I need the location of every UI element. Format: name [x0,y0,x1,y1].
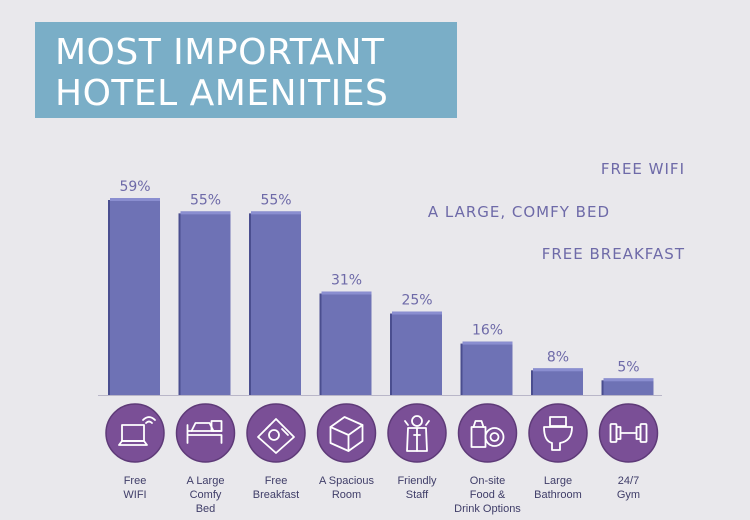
bar-top-6 [533,368,583,372]
category-label-line: Gym [616,489,641,501]
bar-7 [603,378,654,395]
category-label-2: Free Breakfast [234,474,318,502]
bar-side-7 [601,380,605,395]
gym-icon [598,403,659,463]
category-label-line: Drink Options [454,503,521,515]
bar-3 [321,291,372,395]
title-line-1: MOST IMPORTANT [55,32,385,73]
bar-1 [180,211,231,395]
bar-side-0 [108,200,111,395]
category-label-1: A Large Comfy Bed [164,474,248,516]
bar-side-1 [178,213,182,395]
bar-top-4 [392,311,442,315]
bar-side-4 [390,313,393,395]
bar-6 [533,368,583,395]
category-label-line: Large [543,475,573,487]
bar-top-1 [180,211,231,215]
bar-top-2 [251,211,301,215]
category-label-5: On-site Food & Drink Options [446,474,530,516]
category-label-line: On-site [469,475,506,487]
bar-0 [110,198,160,395]
category-label-line: Breakfast [252,489,300,501]
bar-5 [462,341,513,395]
category-label-line: Room [331,489,362,501]
note-free-breakfast: FREE BREAKFAST [541,245,685,263]
category-label-line: 24/7 [617,475,640,487]
category-label-6: Large Bathroom [516,474,600,502]
category-label-line: Friendly [397,475,437,487]
title-line-2: HOTEL AMENITIES [55,73,389,114]
value-label-4: 25% [401,293,432,309]
category-label-4: Friendly Staff [375,474,459,502]
value-label-2: 55% [260,192,291,208]
value-label-3: 31% [331,272,362,288]
bar-top-7 [603,378,654,382]
category-label-line: Staff [405,489,429,501]
bar-top-0 [110,198,160,201]
category-label-7: 24/7 Gym [587,474,671,502]
note-free-wifi: FREE WIFI [600,160,685,178]
bar-top-3 [321,291,372,295]
category-label-line: Food & [469,489,506,501]
category-label-line: A Spacious [318,475,375,487]
bathroom-icon [528,403,588,463]
value-label-6: 8% [547,349,569,365]
note-large-comfy-bed: A LARGE, COMFY BED [427,203,610,221]
category-label-line: Free [264,475,288,487]
category-label-line: Free [123,475,147,487]
value-label-1: 55% [190,192,221,208]
bar-4 [392,311,442,395]
staff-icon [387,403,447,463]
value-label-5: 16% [472,323,503,339]
bed-icon [175,403,236,463]
category-label-0: Free WIFI [93,474,177,502]
food-drink-icon [457,403,518,463]
value-label-7: 5% [617,359,639,375]
bar-side-6 [531,370,534,395]
category-label-line: A Large [186,475,225,487]
breakfast-icon [246,403,306,463]
title-banner: MOST IMPORTANT HOTEL AMENITIES [35,22,457,118]
room-icon [316,403,377,463]
category-label-line: Bed [195,503,216,515]
category-label-line: Bathroom [534,489,582,501]
wifi-laptop-icon [105,403,165,463]
bar-side-3 [319,293,323,395]
category-label-3: A Spacious Room [305,474,389,502]
bar-side-2 [249,213,252,395]
value-label-0: 59% [119,179,150,195]
category-label-line: Comfy [189,489,222,501]
bar-top-5 [462,341,513,345]
bar-side-5 [460,343,464,395]
bar-2 [251,211,301,395]
category-label-line: WIFI [123,489,147,501]
